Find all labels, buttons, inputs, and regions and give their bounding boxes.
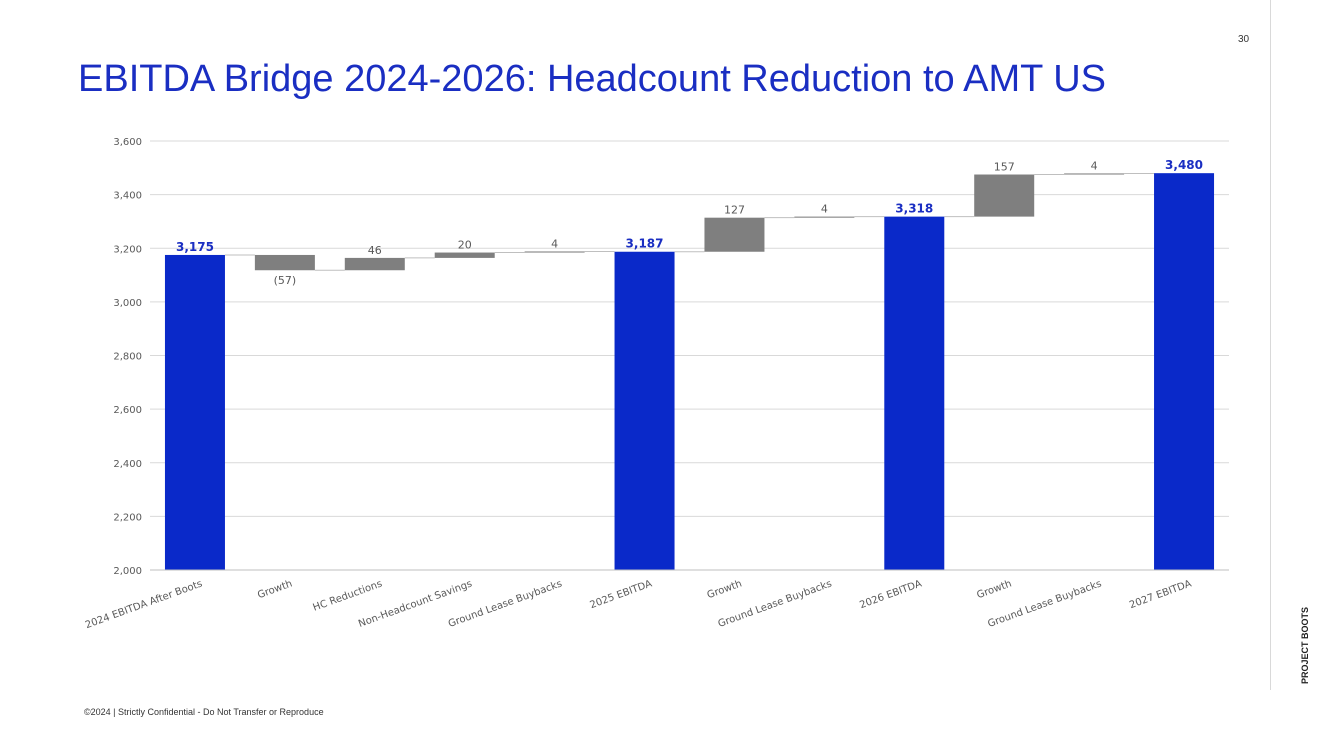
x-axis: 2024 EBITDA After Boots Growth HC Reductio…: [84, 569, 1229, 631]
y-tick-label: 2,200: [113, 512, 142, 523]
page-title: EBITDA Bridge 2024-2026: Headcount Reduc…: [78, 58, 1107, 100]
bars: [164, 173, 1215, 571]
y-tick-label: 2,600: [113, 405, 142, 416]
y-axis: 2,000 2,200 2,400 2,600 2,800 3,000 3,200 3,400…: [113, 137, 142, 577]
step-value-label: 4: [1091, 159, 1098, 172]
step-value-label: 20: [458, 239, 472, 252]
step-value-label: 127: [724, 204, 745, 217]
step-value-label: 157: [994, 161, 1015, 174]
total-value-label: 3,480: [1165, 158, 1203, 172]
step-bar: [1064, 173, 1125, 175]
total-value-label: 3,187: [626, 237, 664, 251]
step-bar: [524, 251, 585, 253]
total-value-label: 3,175: [176, 240, 214, 254]
y-tick-label: 3,200: [113, 244, 142, 255]
x-category-label: 2026 EBITDA: [858, 578, 923, 611]
y-tick-label: 3,400: [113, 191, 142, 202]
x-category-label: Growth: [256, 578, 294, 601]
step-bar: [794, 216, 855, 218]
data-labels: 3,175 (57) 46 20 4 3,187 127 4 3,318 157 4 3,480: [176, 158, 1203, 287]
x-category-label: 2024 EBITDA After Boots: [84, 578, 204, 631]
x-category-label: 2025 EBITDA: [589, 578, 654, 611]
x-category-label: 2027 EBITDA: [1128, 578, 1193, 611]
step-bar: [704, 217, 765, 252]
step-bar: [254, 254, 315, 271]
x-category-label: Growth: [975, 578, 1013, 601]
step-value-label: 46: [368, 244, 382, 257]
y-tick-label: 2,800: [113, 352, 142, 363]
step-bar: [344, 257, 405, 271]
total-bar: [1154, 173, 1215, 571]
y-tick-label: 2,000: [113, 566, 142, 577]
x-category-label: Growth: [706, 578, 744, 601]
y-tick-label: 3,600: [113, 137, 142, 148]
total-bar: [164, 254, 225, 570]
step-bar: [974, 174, 1035, 217]
total-value-label: 3,318: [895, 202, 933, 216]
total-bar: [884, 216, 945, 570]
total-bar: [614, 251, 675, 570]
footer-text: ©2024 | Strictly Confidential - Do Not T…: [84, 707, 324, 717]
step-bar: [434, 252, 495, 258]
step-value-label: 4: [821, 203, 828, 216]
x-category-label: HC Reductions: [312, 578, 384, 613]
grid-lines: [150, 140, 1229, 571]
connector-lines: [224, 172, 1155, 271]
y-tick-label: 2,400: [113, 459, 142, 470]
right-divider: [1270, 0, 1271, 690]
y-tick-label: 3,000: [113, 298, 142, 309]
step-value-label: 4: [551, 237, 558, 250]
page-number: 30: [1238, 34, 1250, 45]
step-value-label: (57): [274, 274, 297, 287]
